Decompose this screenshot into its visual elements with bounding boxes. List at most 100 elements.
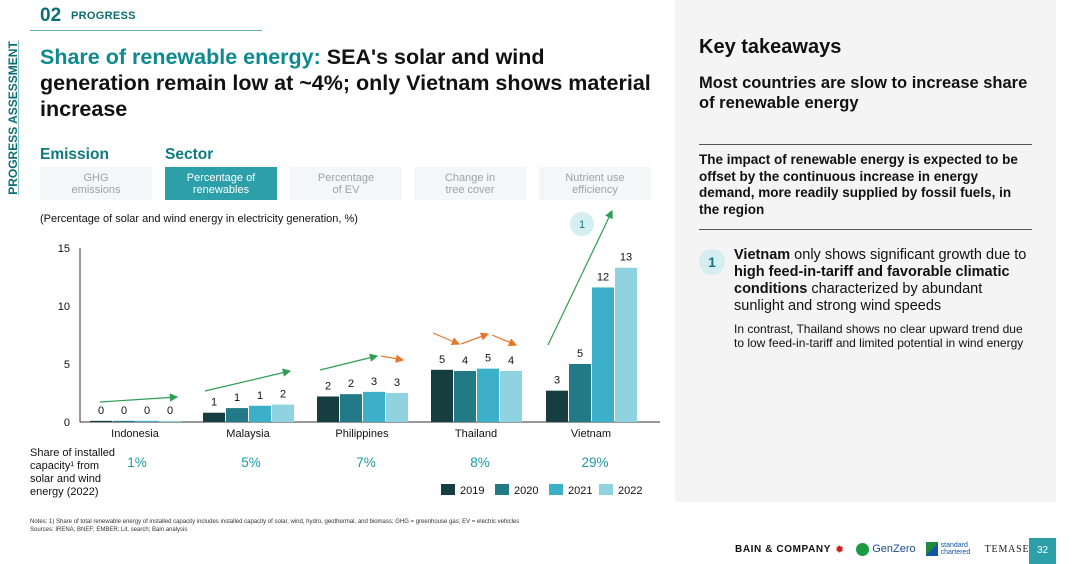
bar-indonesia-2020 [113,420,135,422]
capacity-value-vietnam: 29% [581,455,609,470]
capacity-label: Share of installed capacity¹ from solar an… [30,447,115,499]
bar-malaysia-2022 [272,404,294,422]
bar-value-label: 12 [597,271,609,283]
trend-arrow [319,353,379,371]
bar-value-label: 3 [394,377,400,389]
takeaway-vietnam: Vietnam only shows significant growth du… [734,247,1034,315]
legend-swatch [495,484,509,495]
key-takeaways-subtitle: Most countries are slow to increase shar… [699,74,1028,112]
capacity-label-line: Share of installed [30,447,115,459]
legend-label: 2022 [618,485,642,497]
bar-value-label: 5 [485,353,491,365]
bar-value-label: 4 [508,355,514,367]
y-tick-label: 0 [64,417,70,429]
bar-philippines-2021 [363,391,385,422]
callout-badge-label: 1 [579,219,585,231]
bar-vietnam-2022 [615,267,637,422]
genzero-mark-icon [856,542,870,556]
takeaway-text: only shows significant growth due to [790,247,1027,263]
trend-arrow [460,332,490,345]
tab-line: Nutrient use [565,171,625,184]
capacity-value-thailand: 8% [470,455,490,470]
tab-line: tree cover [445,183,495,196]
footnote-notes: Notes: 1) Share of total renewable energ… [30,519,520,525]
callout-badge [570,212,594,236]
trend-arrow [204,368,292,392]
tab-line: efficiency [572,183,618,196]
legend-label: 2021 [568,485,592,497]
tab-line: GHG [83,171,109,184]
legend-swatch [599,484,613,495]
trend-arrow [380,354,405,363]
footnotes: Notes: 1) Share of total renewable energ… [30,518,519,534]
tab-line: Percentage of [186,171,256,184]
divider [699,229,1032,230]
tab-line: Change in [444,171,496,184]
trend-arrow [99,393,179,403]
bar-value-label: 5 [439,354,445,366]
key-takeaways-panel [675,0,1056,502]
bar-philippines-2019 [317,396,339,422]
tab-nutrient-efficiency[interactable]: Nutrient use efficiency [539,167,651,200]
capacity-value-indonesia: 1% [127,455,147,470]
x-category-label: Vietnam [571,428,611,440]
legend-label: 2019 [460,485,484,497]
tab-percentage-renewables[interactable]: Percentage of renewables [165,167,277,200]
key-takeaways-impact: The impact of renewable energy is expect… [699,152,1018,217]
tab-tree-cover[interactable]: Change in tree cover [414,167,526,200]
section-label: PROGRESS [71,10,136,22]
trend-arrow [432,332,461,346]
bar-indonesia-2022 [159,420,181,422]
bar-value-label: 2 [325,380,331,392]
page-title-rest: SEA's solar and wind generation remain l… [40,45,651,121]
tab-ghg-emissions[interactable]: GHG emissions [40,167,152,200]
takeaway-thailand-contrast: In contrast, Thailand shows no clear upw… [734,322,1024,350]
bar-value-label: 5 [577,348,583,360]
page-title-highlight: Share of renewable energy: [40,45,321,69]
bar-indonesia-2019 [90,420,112,422]
bar-indonesia-2021 [136,420,158,422]
tab-line: renewables [192,183,250,196]
tab-line: Percentage [317,171,375,184]
bar-value-label: 0 [167,405,173,417]
bar-philippines-2020 [340,394,362,422]
capacity-label-line: solar and wind [30,473,101,485]
legend-swatch [441,484,455,495]
x-category-label: Indonesia [111,428,160,440]
x-category-label: Philippines [335,428,389,440]
capacity-label-line: capacity¹ from [30,460,100,472]
genzero-logo: GenZero [872,543,916,555]
bar-value-label: 0 [121,405,127,417]
bar-value-label: 1 [211,397,217,409]
y-tick-label: 15 [58,243,70,255]
y-tick-label: 10 [58,301,70,313]
legend-label: 2020 [514,485,538,497]
bar-thailand-2020 [454,370,476,422]
chart-subtitle: (Percentage of solar and wind energy in … [40,213,358,225]
bar-value-label: 13 [620,252,632,264]
bar-value-label: 2 [280,389,286,401]
bar-thailand-2022 [500,370,522,422]
legend-swatch [549,484,563,495]
footnote-sources: Sources: IRENA; BNEF; EMBER; Lit. search… [30,527,188,533]
emission-group-label: Emission [40,146,109,163]
capacity-value-malaysia: 5% [241,455,261,470]
takeaway-bold: high feed-in-tariff and favorable climat… [734,264,1010,297]
key-takeaways-title: Key takeaways [699,36,842,58]
bar-vietnam-2021 [592,287,614,422]
sector-group-label: Sector [165,146,214,163]
bar-value-label: 0 [144,405,150,417]
capacity-label-line: energy (2022) [30,486,99,498]
bar-thailand-2021 [477,368,499,422]
tab-line: emissions [71,183,121,196]
trend-arrow [547,209,613,346]
takeaway-country: Vietnam [734,247,791,263]
tab-percentage-ev[interactable]: Percentage of EV [290,167,402,200]
bar-philippines-2022 [386,393,408,422]
y-tick-label: 5 [64,359,70,371]
bar-value-label: 4 [462,355,468,367]
takeaway-number-badge: 1 [699,249,725,275]
page-number: 32 [1029,538,1056,564]
bar-vietnam-2020 [569,364,591,422]
